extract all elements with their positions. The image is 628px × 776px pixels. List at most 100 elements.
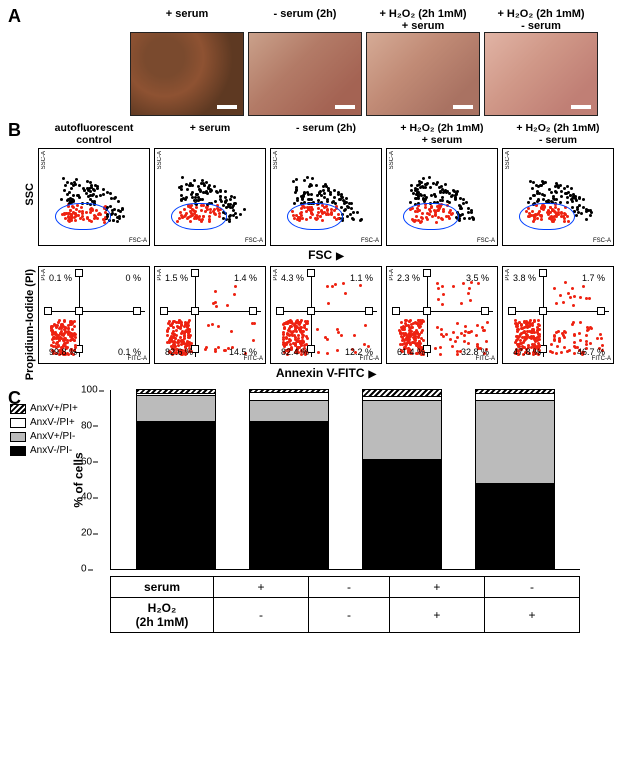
- panel-b-column-label: + H₂O₂ (2h 1mM) + serum: [386, 122, 498, 148]
- quadrant-percent-tr: 1.4 %: [234, 273, 257, 283]
- bar-segment: [137, 395, 215, 421]
- quadrant-percent-tr: 1.1 %: [350, 273, 373, 283]
- gate-ellipse: [287, 203, 343, 231]
- y-tick: 80: [81, 420, 92, 431]
- micrograph: [130, 32, 244, 116]
- panel-a-condition-label: + H₂O₂ (2h 1mM) - serum: [484, 8, 598, 32]
- quadrant-percent-bl: 61.4 %: [397, 347, 425, 357]
- fsc-ssc-plot: SSC-AFSC-A: [386, 148, 498, 246]
- scale-bar: [453, 105, 473, 109]
- annexin-pi-plot: PI-AFITC-A4.3 %1.1 %82.4 %12.2 %: [270, 266, 382, 364]
- panel-a-tag: A: [8, 6, 21, 27]
- bar-segment: [137, 421, 215, 568]
- legend-swatch: [10, 446, 26, 456]
- legend-item: AnxV+/PI+: [10, 402, 78, 416]
- quadrant-percent-bl: 47.8 %: [513, 347, 541, 357]
- bar-segment: [476, 400, 554, 483]
- quadrant-percent-bl: 82.6 %: [165, 347, 193, 357]
- cond-cell: +: [389, 577, 484, 598]
- cond-cell: -: [484, 577, 579, 598]
- micrograph: [248, 32, 362, 116]
- cond-row-header: H₂O₂ (2h 1mM): [111, 598, 214, 633]
- quadrant-percent-br: 32.8 %: [461, 347, 489, 357]
- legend-label: AnxV+/PI-: [30, 430, 75, 444]
- legend-item: AnxV-/PI-: [10, 444, 78, 458]
- legend-item: AnxV-/PI+: [10, 416, 78, 430]
- scale-bar: [335, 105, 355, 109]
- panel-a: A + serum- serum (2h)+ H₂O₂ (2h 1mM) + s…: [10, 8, 618, 116]
- condition-table: serum+-+-H₂O₂ (2h 1mM)--++: [110, 576, 580, 633]
- cond-cell: +: [484, 598, 579, 633]
- quadrant-percent-tr: 3.5 %: [466, 273, 489, 283]
- quadrant-percent-tl: 2.3 %: [397, 273, 420, 283]
- quadrant-percent-br: 0.1 %: [118, 347, 141, 357]
- panel-a-condition-label: + serum: [130, 8, 244, 32]
- fsc-ssc-plot: SSC-AFSC-A: [154, 148, 266, 246]
- legend-label: AnxV+/PI+: [30, 402, 78, 416]
- bar-segment: [250, 400, 328, 422]
- cond-cell: +: [389, 598, 484, 633]
- panel-c-legend: AnxV+/PI+AnxV-/PI+AnxV+/PI-AnxV-/PI-: [10, 402, 78, 458]
- stacked-bar-chart: % of cells 020406080100: [110, 390, 580, 570]
- stacked-bar: [362, 389, 442, 569]
- fsc-ssc-plot: SSC-AFSC-A: [270, 148, 382, 246]
- panel-b-column-label: + H₂O₂ (2h 1mM) - serum: [502, 122, 614, 148]
- quadrant-percent-tr: 1.7 %: [582, 273, 605, 283]
- legend-label: AnxV-/PI-: [30, 444, 72, 458]
- panel-a-condition-label: + H₂O₂ (2h 1mM) + serum: [366, 8, 480, 32]
- panel-b-column-label: autofluorescent control: [38, 122, 150, 148]
- gate-ellipse: [55, 203, 111, 231]
- bar-segment: [250, 392, 328, 400]
- y-tick: 0: [81, 564, 87, 575]
- panel-c: C AnxV+/PI+AnxV-/PI+AnxV+/PI-AnxV-/PI- %…: [10, 390, 618, 633]
- bar-segment: [363, 400, 441, 458]
- quadrant-percent-br: 14.5 %: [229, 347, 257, 357]
- quadrant-percent-tl: 4.3 %: [281, 273, 304, 283]
- quadrant-percent-tl: 1.5 %: [165, 273, 188, 283]
- scale-bar: [571, 105, 591, 109]
- pi-axis-label: Propidium-Iodide (PI): [24, 269, 38, 380]
- cond-cell: -: [309, 598, 390, 633]
- micrograph: [484, 32, 598, 116]
- panel-a-condition-label: - serum (2h): [248, 8, 362, 32]
- panel-b: B SSC autofluorescent control+ serum- se…: [10, 122, 618, 384]
- cond-cell: +: [214, 577, 309, 598]
- panel-b-tag: B: [8, 120, 21, 141]
- stacked-bar: [136, 389, 216, 569]
- micrograph: [366, 32, 480, 116]
- legend-swatch: [10, 404, 26, 414]
- y-tick: 60: [81, 456, 92, 467]
- cond-cell: -: [214, 598, 309, 633]
- ssc-axis-label: SSC: [24, 183, 38, 206]
- bar-segment: [363, 459, 441, 568]
- legend-swatch: [10, 432, 26, 442]
- bar-segment: [476, 393, 554, 400]
- bar-segment: [250, 421, 328, 568]
- legend-item: AnxV+/PI-: [10, 430, 78, 444]
- fsc-ssc-plot: SSC-AFSC-A: [502, 148, 614, 246]
- cond-cell: -: [309, 577, 390, 598]
- fsc-ssc-plot: SSC-AFSC-A: [38, 148, 150, 246]
- quadrant-percent-tl: 3.8 %: [513, 273, 536, 283]
- scale-bar: [217, 105, 237, 109]
- quadrant-percent-br: 12.2 %: [345, 347, 373, 357]
- panel-b-column-label: - serum (2h): [270, 122, 382, 148]
- stacked-bar: [475, 389, 555, 569]
- legend-label: AnxV-/PI+: [30, 416, 75, 430]
- stacked-bar: [249, 389, 329, 569]
- gate-ellipse: [403, 203, 459, 231]
- quadrant-percent-tl: 0.1 %: [49, 273, 72, 283]
- annexin-pi-plot: PI-AFITC-A1.5 %1.4 %82.6 %14.5 %: [154, 266, 266, 364]
- quadrant-percent-bl: 82.4 %: [281, 347, 309, 357]
- y-tick: 20: [81, 528, 92, 539]
- annexin-pi-plot: PI-AFITC-A3.8 %1.7 %47.8 %46.7 %: [502, 266, 614, 364]
- annexin-axis-label: Annexin V-FITC: [38, 366, 614, 380]
- gate-ellipse: [171, 203, 227, 231]
- fsc-axis-label: FSC: [38, 248, 614, 262]
- quadrant-percent-tr: 0 %: [125, 273, 141, 283]
- y-tick: 40: [81, 492, 92, 503]
- bar-segment: [476, 483, 554, 568]
- gate-ellipse: [519, 203, 575, 231]
- y-tick: 100: [81, 385, 98, 396]
- annexin-pi-plot: PI-AFITC-A2.3 %3.5 %61.4 %32.8 %: [386, 266, 498, 364]
